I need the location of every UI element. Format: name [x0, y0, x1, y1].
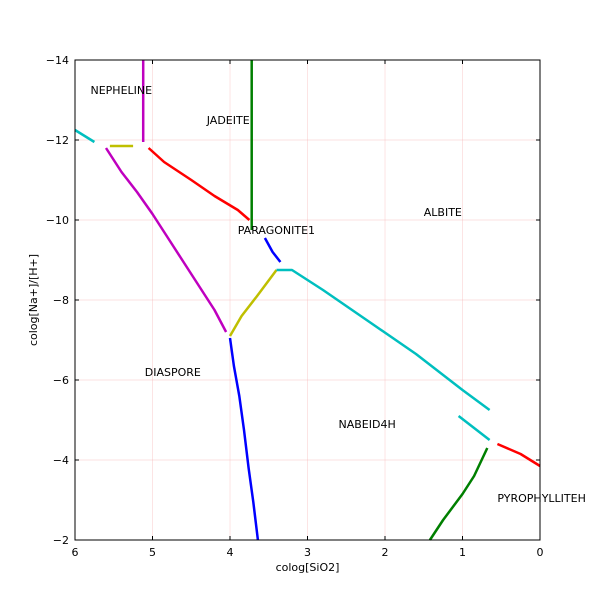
boundary-line [276, 268, 491, 412]
y-tick-label: −4 [53, 454, 69, 467]
y-axis-label: colog[Na+]/[H+] [27, 254, 40, 346]
grid-layer [75, 60, 540, 540]
y-tick-label: −12 [46, 134, 69, 147]
boundary-line [457, 415, 491, 441]
boundary-line [228, 269, 278, 337]
series-layer [74, 60, 541, 541]
x-tick-label: 1 [459, 546, 466, 559]
boundary-line [74, 128, 96, 144]
x-tick-label: 3 [304, 546, 311, 559]
field-label: DIASPORE [145, 366, 201, 379]
x-tick-label: 4 [227, 546, 234, 559]
field-label: JADEITE [206, 114, 250, 127]
boundary-line [263, 237, 282, 263]
y-tick-label: −6 [53, 374, 69, 387]
boundary-line [228, 337, 260, 541]
tick-layer: 6 5 4 3 2 1 0 −14 −12 −10 −8 −6 −4 −2 [46, 54, 544, 559]
y-tick-label: −8 [53, 294, 69, 307]
boundary-line [104, 147, 228, 333]
x-tick-label: 5 [149, 546, 156, 559]
field-label: NABEID4H [339, 418, 396, 431]
boundary-line [496, 442, 541, 468]
x-tick-label: 0 [537, 546, 544, 559]
field-label: PARAGONITE1 [238, 224, 315, 237]
field-label: NEPHELINE [91, 84, 153, 97]
y-tick-label: −10 [46, 214, 69, 227]
y-tick-label: −2 [53, 534, 69, 547]
boundary-line [428, 447, 489, 541]
x-axis-label: colog[SiO2] [276, 561, 340, 574]
boundary-line [147, 147, 251, 221]
field-label: PYROPHYLLITEH [497, 492, 585, 505]
x-tick-label: 2 [382, 546, 389, 559]
field-label: ALBITE [424, 206, 462, 219]
field-label-layer: NEPHELINE JADEITE ALBITE PARAGONITE1 DIASPOR… [91, 84, 586, 505]
y-tick-label: −14 [46, 54, 69, 67]
x-tick-label: 6 [72, 546, 79, 559]
